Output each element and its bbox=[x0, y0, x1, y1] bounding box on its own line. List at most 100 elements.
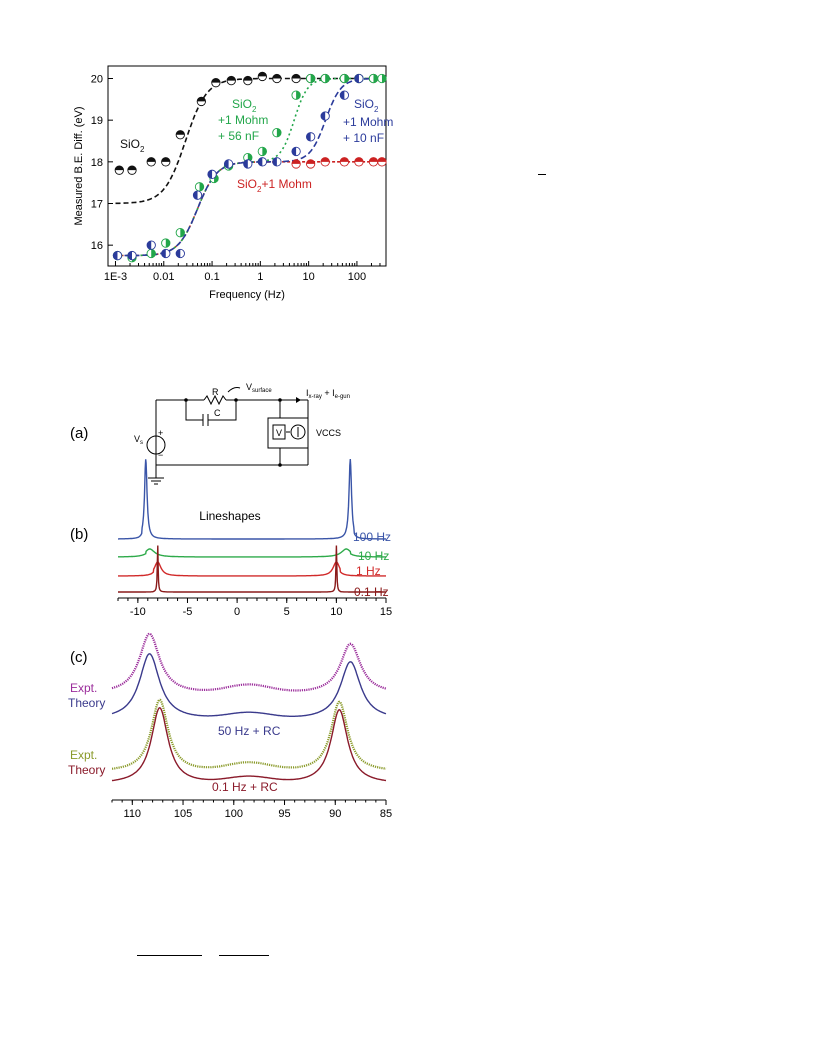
y-axis-label: Measured B.E. Diff. (eV) bbox=[73, 106, 85, 225]
lineshapes-chart: (b) Lineshapes -10 -5 0 5 10 15 100 Hz 10 Hz1 … bbox=[70, 458, 392, 618]
b-x-tick-label: -5 bbox=[183, 606, 193, 618]
label-minus: − bbox=[158, 450, 163, 460]
c-x-tick-label: 105 bbox=[174, 808, 192, 820]
x-tick-label: 100 bbox=[348, 271, 366, 283]
blue-data-point bbox=[272, 157, 282, 167]
green-data-point bbox=[320, 73, 330, 84]
black-data-point bbox=[226, 75, 236, 86]
label-r: R bbox=[212, 387, 219, 397]
x-tick-label: 1 bbox=[257, 271, 263, 283]
black-data-point bbox=[175, 130, 185, 140]
green-data-point bbox=[161, 238, 171, 248]
current-source bbox=[290, 424, 306, 440]
red-data-point bbox=[339, 157, 350, 167]
wire-c-right bbox=[208, 400, 237, 421]
blue-data-point bbox=[243, 159, 253, 169]
green-data-point bbox=[305, 73, 316, 84]
current-arrowhead bbox=[296, 397, 301, 403]
label-red: SiO2+1 Mohm bbox=[237, 177, 312, 194]
b-x-tick-label: 10 bbox=[330, 606, 342, 618]
theory-label-bottom: Theory bbox=[68, 763, 105, 777]
blue-data-point bbox=[112, 250, 123, 261]
group-label-50hz: 50 Hz + RC bbox=[218, 724, 281, 738]
black-data-point bbox=[243, 75, 253, 86]
theory-label-top: Theory bbox=[68, 696, 105, 710]
label-vs: Vs bbox=[134, 434, 143, 446]
theory-curve-50hz bbox=[111, 653, 387, 717]
node-2 bbox=[234, 398, 238, 402]
group-label-01hz: 0.1 Hz + RC bbox=[212, 780, 278, 794]
y-tick-label: 16 bbox=[91, 240, 103, 252]
blue-data-point bbox=[339, 90, 350, 100]
panel-label-b: (b) bbox=[70, 526, 88, 543]
black-data-point bbox=[114, 165, 124, 175]
black-data-point bbox=[211, 78, 221, 88]
lineshape-label: 0.1 Hz bbox=[354, 585, 389, 599]
c-x-tick-label: 85 bbox=[380, 808, 392, 820]
lineshape-01Hz bbox=[118, 545, 386, 593]
be-diff-plot-frame bbox=[107, 65, 387, 267]
expt-curve-01hz bbox=[112, 698, 387, 770]
expt-label-top: Expt. bbox=[70, 681, 97, 695]
lineshape-label: 100 Hz bbox=[353, 530, 391, 544]
red-data-point bbox=[320, 157, 330, 167]
blue-data-point bbox=[146, 240, 156, 250]
y-tick-label: 18 bbox=[91, 157, 103, 169]
be-diff-chart: 1E-3 0.01 0.1 1 10 100 16 17 18 19 20 Measured B.E… bbox=[73, 65, 393, 301]
red-data-point bbox=[291, 159, 301, 169]
black-data-point bbox=[127, 165, 137, 175]
label-blue-2: +1 Mohm bbox=[343, 115, 393, 129]
c-x-tick-label: 95 bbox=[278, 808, 290, 820]
theory-curve-01hz bbox=[111, 707, 387, 782]
label-c: C bbox=[214, 408, 221, 418]
blue-data-point bbox=[192, 190, 203, 200]
label-plus: + bbox=[158, 428, 163, 438]
green-data-point bbox=[368, 73, 379, 84]
text-fragment-3 bbox=[219, 955, 269, 956]
x-tick-label: 10 bbox=[303, 271, 315, 283]
x-axis-label: Frequency (Hz) bbox=[209, 289, 285, 301]
x-tick-label: 0.1 bbox=[204, 271, 219, 283]
lineshape-10Hz bbox=[118, 548, 386, 558]
label-green-3: + 56 nF bbox=[218, 129, 259, 143]
black-data-point bbox=[161, 157, 171, 167]
x-tick-label: 1E-3 bbox=[104, 271, 127, 283]
b-x-tick-label: 0 bbox=[234, 606, 240, 618]
black-data-point bbox=[272, 73, 282, 84]
circuit-diagram: (a) bbox=[70, 382, 350, 485]
x-tick-label: 0.01 bbox=[153, 271, 174, 283]
black-data-point bbox=[196, 96, 206, 107]
expt-curve-50hz bbox=[111, 632, 387, 692]
blue-data-point bbox=[175, 248, 185, 259]
red-data-point bbox=[354, 157, 364, 167]
lineshape-100Hz bbox=[118, 458, 386, 540]
b-x-tick-label: -10 bbox=[130, 606, 146, 618]
label-vsurface: Vsurface bbox=[246, 382, 272, 394]
expt-label-bottom: Expt. bbox=[70, 748, 97, 762]
label-v: V bbox=[276, 428, 282, 438]
red-fit-curve bbox=[115, 161, 380, 257]
c-x-tick-label: 90 bbox=[329, 808, 341, 820]
blue-data-point bbox=[161, 248, 171, 259]
spectra-chart: (c) 110 105 100 95 90 85 Expt. Theory 50 Hz +… bbox=[68, 632, 392, 820]
blue-data-point bbox=[320, 111, 330, 121]
lineshape-1Hz bbox=[118, 561, 386, 577]
lineshapes-title: Lineshapes bbox=[199, 509, 260, 523]
blue-data-point bbox=[354, 73, 364, 84]
blue-data-point bbox=[223, 159, 234, 169]
lineshape-label: 1 Hz bbox=[356, 564, 381, 578]
black-data-point bbox=[146, 157, 156, 167]
panel-label-c: (c) bbox=[70, 649, 88, 666]
blue-data-point bbox=[291, 146, 301, 157]
c-x-tick-label: 100 bbox=[225, 808, 243, 820]
red-data-point bbox=[377, 157, 387, 167]
black-data-point bbox=[257, 71, 267, 82]
green-data-point bbox=[377, 73, 387, 84]
node-1 bbox=[184, 398, 188, 402]
green-data-point bbox=[194, 182, 205, 192]
label-green-1: SiO2 bbox=[232, 97, 257, 114]
y-tick-label: 19 bbox=[91, 115, 103, 127]
label-blue-3: + 10 nF bbox=[343, 131, 384, 145]
text-fragment-1 bbox=[538, 174, 546, 175]
